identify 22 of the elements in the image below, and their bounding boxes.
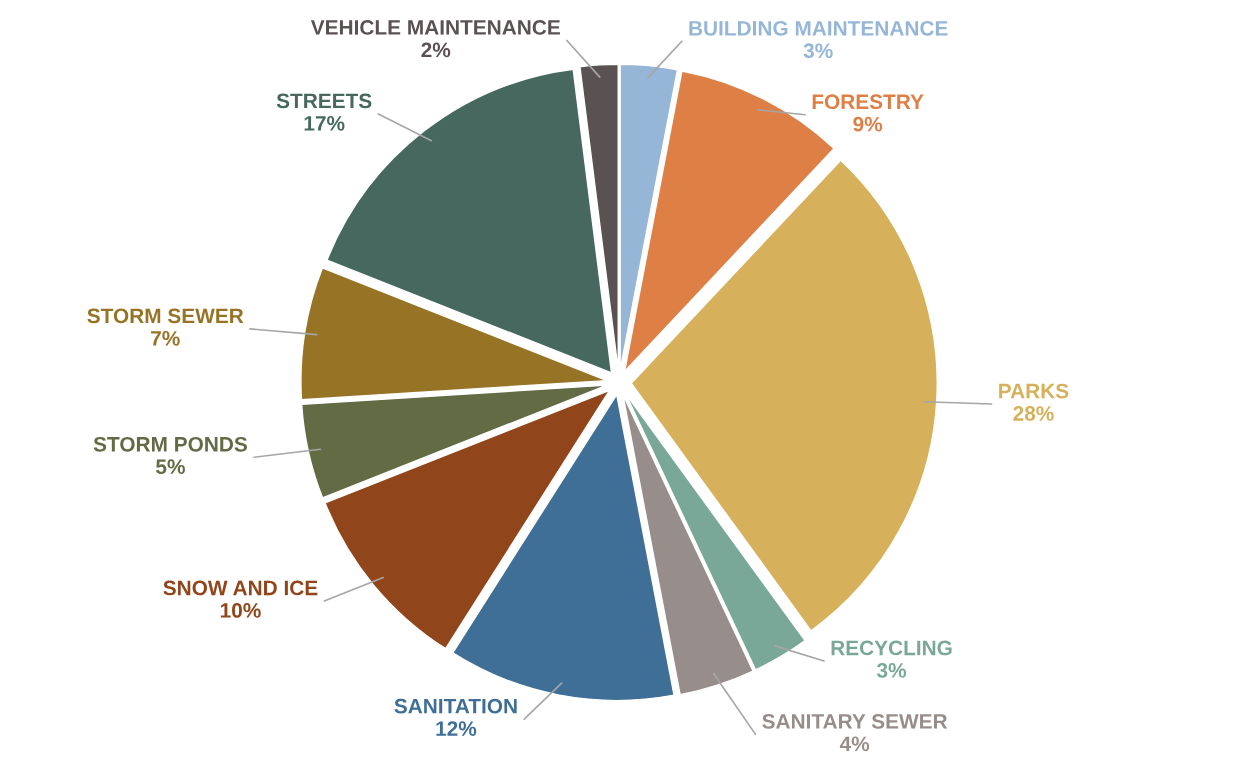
data-label: 7% xyxy=(151,331,180,346)
slice-label: VEHICLE MAINTENANCE xyxy=(310,20,560,35)
slice-label: PARKS xyxy=(999,383,1069,399)
data-label: 3% xyxy=(876,663,907,678)
data-label: 2% xyxy=(421,42,451,58)
data-label: 3% xyxy=(803,43,833,59)
slice-label: FORESTRY xyxy=(812,94,924,110)
slice-label: STORM SEWER xyxy=(87,308,244,324)
data-label: 12% xyxy=(436,721,477,736)
slice-label: STREETS xyxy=(276,93,372,109)
data-label: 4% xyxy=(839,736,870,752)
data-label: 17% xyxy=(304,116,345,131)
slice-label: SANITARY SEWER xyxy=(762,714,948,729)
data-label: 10% xyxy=(220,603,261,618)
data-label: 9% xyxy=(853,116,883,132)
slice-label: BUILDING MAINTENANCE xyxy=(689,20,948,36)
data-label: 28% xyxy=(1013,406,1054,421)
data-label: 5% xyxy=(156,459,185,475)
slice-label: STORM PONDS xyxy=(93,436,247,452)
slice-label: SANITATION xyxy=(394,698,517,714)
slice-label: RECYCLING xyxy=(831,640,952,656)
slice-label: SNOW AND ICE xyxy=(163,580,318,596)
